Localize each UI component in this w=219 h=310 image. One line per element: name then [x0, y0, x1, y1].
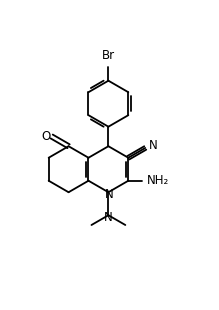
- Text: N: N: [105, 188, 114, 202]
- Text: Br: Br: [102, 49, 115, 62]
- Text: N: N: [149, 139, 158, 152]
- Text: O: O: [42, 130, 51, 143]
- Text: NH₂: NH₂: [147, 174, 169, 187]
- Text: N: N: [104, 211, 113, 224]
